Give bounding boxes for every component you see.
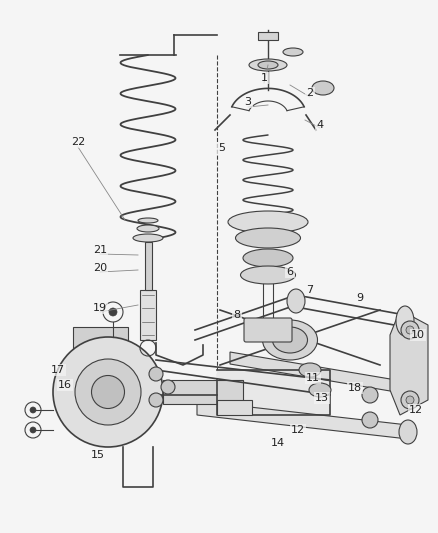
Circle shape [149, 393, 163, 407]
Polygon shape [390, 310, 428, 415]
Polygon shape [197, 401, 408, 439]
Ellipse shape [399, 420, 417, 444]
Ellipse shape [312, 81, 334, 95]
Text: 17: 17 [51, 365, 65, 375]
Text: 2: 2 [307, 88, 314, 98]
Text: 20: 20 [93, 263, 107, 273]
Ellipse shape [309, 383, 331, 397]
Text: 7: 7 [307, 285, 314, 295]
Ellipse shape [243, 249, 293, 267]
Text: 1: 1 [261, 73, 268, 83]
Circle shape [362, 387, 378, 403]
Ellipse shape [396, 306, 414, 336]
Ellipse shape [137, 225, 159, 232]
Circle shape [75, 359, 141, 425]
Bar [145, 242, 152, 290]
Text: 3: 3 [244, 97, 251, 107]
Text: 22: 22 [71, 137, 85, 147]
Text: 12: 12 [409, 405, 423, 415]
Ellipse shape [240, 266, 296, 284]
Ellipse shape [138, 218, 158, 223]
Text: 4: 4 [316, 120, 324, 130]
Text: 21: 21 [93, 245, 107, 255]
Circle shape [92, 376, 124, 408]
Text: 16: 16 [58, 380, 72, 390]
Polygon shape [73, 327, 128, 362]
Text: 13: 13 [315, 393, 329, 403]
FancyBboxPatch shape [244, 318, 292, 342]
Ellipse shape [287, 289, 305, 313]
Circle shape [53, 337, 163, 447]
Text: 10: 10 [411, 330, 425, 340]
Text: 19: 19 [93, 303, 107, 313]
Text: 8: 8 [233, 310, 240, 320]
Text: 18: 18 [348, 383, 362, 393]
Circle shape [30, 407, 36, 413]
Text: 12: 12 [291, 425, 305, 435]
Circle shape [401, 391, 419, 409]
Text: 15: 15 [91, 450, 105, 460]
Circle shape [109, 308, 117, 316]
Text: 14: 14 [271, 438, 285, 448]
Ellipse shape [258, 61, 278, 69]
Ellipse shape [236, 228, 300, 248]
Bar [163, 380, 243, 404]
Text: 5: 5 [219, 143, 226, 153]
Text: 9: 9 [357, 293, 364, 303]
Bar [217, 400, 252, 415]
Circle shape [161, 380, 175, 394]
Ellipse shape [272, 327, 307, 353]
Ellipse shape [228, 211, 308, 233]
Ellipse shape [262, 320, 318, 360]
Circle shape [149, 367, 163, 381]
Circle shape [406, 326, 414, 334]
Text: 6: 6 [286, 267, 293, 277]
Bar [140, 290, 156, 340]
Ellipse shape [133, 234, 163, 242]
Bar [258, 32, 278, 40]
Ellipse shape [249, 59, 287, 71]
Circle shape [406, 396, 414, 404]
Text: 11: 11 [306, 373, 320, 383]
Ellipse shape [283, 48, 303, 56]
Circle shape [30, 427, 36, 433]
Polygon shape [217, 370, 330, 415]
Polygon shape [230, 352, 408, 394]
Circle shape [362, 412, 378, 428]
Circle shape [401, 321, 419, 339]
Ellipse shape [299, 363, 321, 377]
